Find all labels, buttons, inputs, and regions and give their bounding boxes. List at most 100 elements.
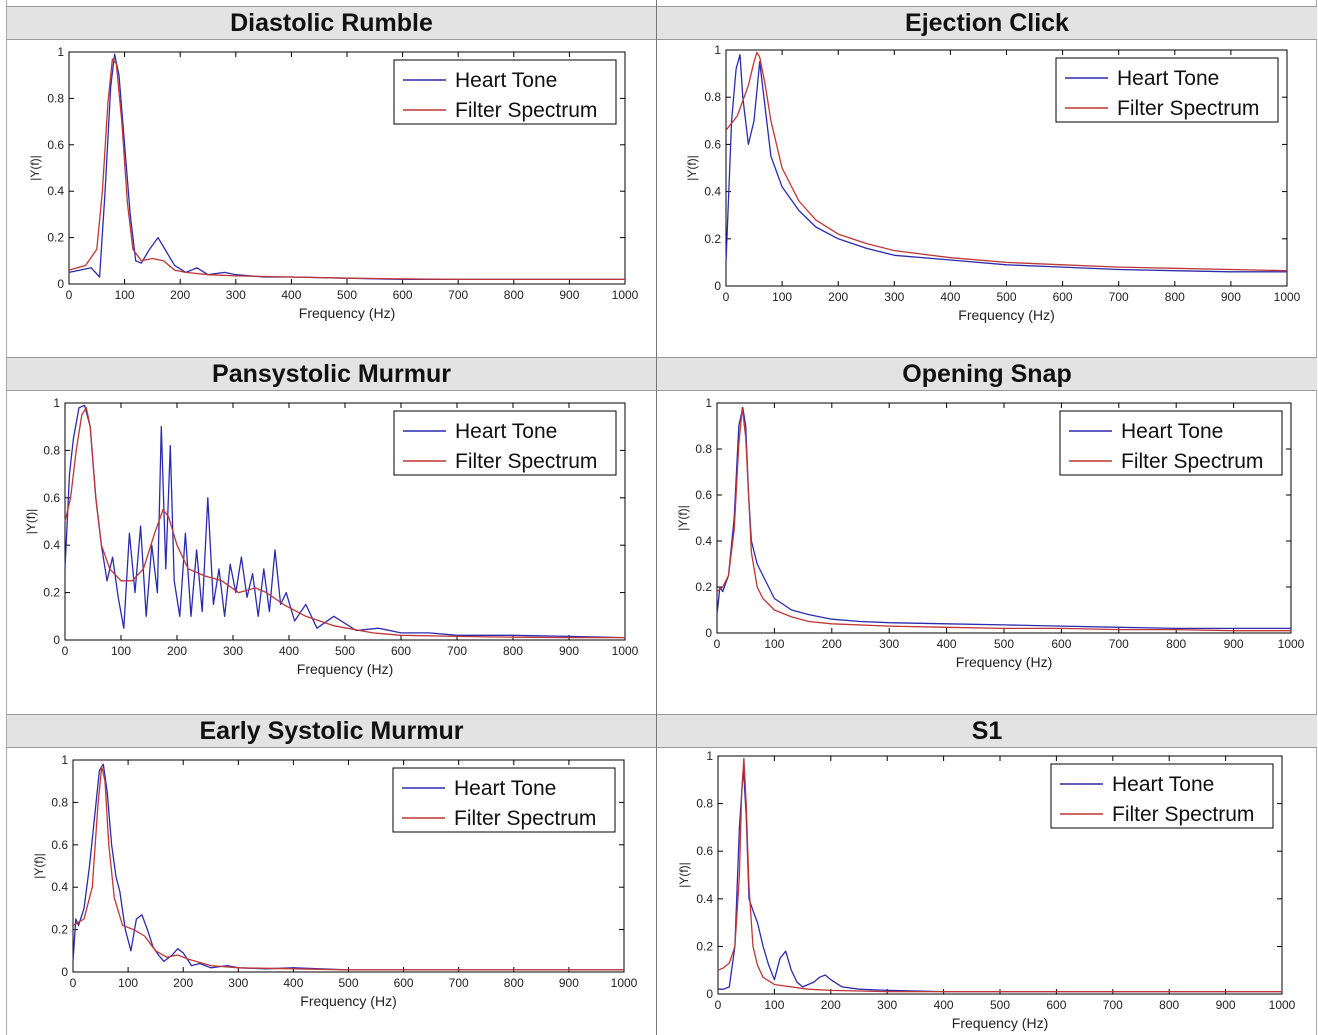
chart-s1: 0 100 200 300 400 500 600 700 800 900 1000 0 0.2 0.4 0…: [677, 749, 1296, 1031]
legend-label: Heart Tone: [454, 777, 556, 800]
y-tick-label: 0.6: [704, 137, 721, 151]
legend: Heart Tone Filter Spectrum: [1055, 57, 1279, 123]
panel-title: S1: [657, 714, 1317, 748]
x-tick-label: 200: [167, 644, 187, 658]
x-tick-label: 1000: [612, 644, 639, 658]
y-tick-label: 1: [57, 45, 64, 59]
x-tick-label: 800: [1166, 637, 1186, 651]
x-tick-label: 800: [504, 288, 524, 302]
x-tick-label: 1000: [1274, 290, 1301, 304]
x-tick-label: 0: [70, 976, 77, 990]
series-line-filter-spectrum: [68, 58, 625, 281]
y-tick-label: 0.6: [696, 844, 713, 858]
x-tick-label: 400: [281, 288, 301, 302]
x-tick-label: 0: [723, 290, 730, 304]
x-tick-label: 1000: [612, 288, 639, 302]
x-tick-label: 1000: [1269, 998, 1296, 1012]
x-tick-label: 900: [1221, 290, 1241, 304]
panel-diastolic-rumble: Diastolic Rumble 0 100 200 300 400 500 600 700 8…: [7, 6, 656, 351]
x-tick-label: 700: [1109, 637, 1129, 651]
x-tick-label: 900: [559, 288, 579, 302]
x-tick-label: 0: [66, 288, 73, 302]
x-tick-label: 600: [1046, 998, 1066, 1012]
y-tick-label: 0.8: [704, 90, 721, 104]
x-tick-label: 800: [504, 976, 524, 990]
y-axis-label: |Y(f)|: [677, 862, 691, 888]
legend: Heart Tone Filter Spectrum: [1059, 410, 1283, 476]
x-tick-label: 400: [934, 998, 954, 1012]
x-tick-label: 600: [391, 644, 411, 658]
panel-title: Opening Snap: [657, 357, 1317, 391]
legend-label: Filter Spectrum: [455, 99, 597, 122]
y-tick-label: 0.2: [51, 923, 68, 937]
x-tick-label: 500: [338, 976, 358, 990]
x-tick-label: 300: [223, 644, 243, 658]
x-tick-label: 100: [764, 637, 784, 651]
x-tick-label: 100: [772, 290, 792, 304]
panel-title: Pansystolic Murmur: [7, 357, 656, 391]
x-tick-label: 100: [111, 644, 131, 658]
legend: Heart Tone Filter Spectrum: [392, 767, 616, 833]
x-tick-label: 900: [1224, 637, 1244, 651]
y-axis-label: |Y(f)|: [28, 155, 42, 181]
x-tick-label: 1000: [1278, 637, 1305, 651]
legend-label: Heart Tone: [455, 69, 557, 92]
y-tick-label: 0.8: [695, 442, 712, 456]
y-tick-label: 1: [705, 396, 712, 410]
y-tick-label: 0: [706, 987, 713, 1001]
y-axis-label: |Y(f)|: [685, 155, 699, 181]
y-tick-label: 0.6: [43, 491, 60, 505]
y-tick-label: 0.8: [51, 795, 68, 809]
series-line-filter-spectrum: [725, 51, 1288, 272]
y-tick-label: 0.2: [696, 939, 713, 953]
y-tick-label: 0.4: [51, 880, 68, 894]
legend: Heart Tone Filter Spectrum: [393, 59, 617, 125]
x-tick-label: 100: [115, 288, 135, 302]
y-tick-label: 0.4: [696, 892, 713, 906]
y-axis-label: |Y(f)|: [676, 505, 690, 531]
y-tick-label: 0.8: [696, 797, 713, 811]
x-tick-label: 900: [559, 976, 579, 990]
legend-label: Heart Tone: [1121, 420, 1223, 443]
x-tick-label: 400: [283, 976, 303, 990]
x-tick-label: 700: [449, 976, 469, 990]
y-tick-label: 1: [706, 749, 713, 763]
left-border: [6, 0, 7, 1035]
chart-diastolic-rumble: 0 100 200 300 400 500 600 700 800 900 1000 0 0.2 0.4 0…: [28, 45, 639, 321]
x-tick-label: 0: [62, 644, 69, 658]
x-tick-label: 500: [990, 998, 1010, 1012]
chart-opening-snap: 0 100 200 300 400 500 600 700 800 900 1000 0 0.2 0.4 0…: [676, 396, 1305, 670]
x-tick-label: 900: [559, 644, 579, 658]
legend-box: [392, 767, 616, 833]
center-divider: [656, 0, 657, 1035]
x-tick-label: 700: [448, 288, 468, 302]
x-axis-label: Frequency (Hz): [300, 993, 396, 1009]
legend-box: [1059, 410, 1283, 476]
y-tick-label: 0.2: [43, 586, 60, 600]
y-tick-label: 0.2: [47, 231, 64, 245]
panel-early-systolic-murmur: Early Systolic Murmur 0 100 200 300 400 500 60…: [7, 714, 656, 1035]
legend-box: [1055, 57, 1279, 123]
y-tick-label: 1: [53, 396, 60, 410]
series-line-filter-spectrum: [72, 765, 624, 971]
y-tick-label: 0.6: [51, 838, 68, 852]
series-line-heart-tone: [64, 404, 626, 639]
y-axis-label: |Y(f)|: [24, 509, 38, 535]
legend-label: Filter Spectrum: [455, 450, 597, 473]
y-tick-label: 0.8: [47, 91, 64, 105]
x-tick-label: 500: [337, 288, 357, 302]
x-tick-label: 700: [1103, 998, 1123, 1012]
x-tick-label: 700: [447, 644, 467, 658]
legend-box: [1050, 763, 1274, 829]
chart-early-systolic-murmur: 0 100 200 300 400 500 600 700 800 900 1000 0 0.2 0.4 0…: [32, 753, 638, 1009]
x-tick-label: 200: [821, 998, 841, 1012]
legend-label: Heart Tone: [1117, 67, 1219, 90]
x-tick-label: 200: [170, 288, 190, 302]
panel-title: Diastolic Rumble: [7, 6, 656, 40]
x-tick-label: 200: [173, 976, 193, 990]
legend: Heart Tone Filter Spectrum: [1050, 763, 1274, 829]
x-axis-label: Frequency (Hz): [956, 654, 1052, 670]
x-tick-label: 600: [394, 976, 414, 990]
series-line-filter-spectrum: [717, 757, 1282, 993]
